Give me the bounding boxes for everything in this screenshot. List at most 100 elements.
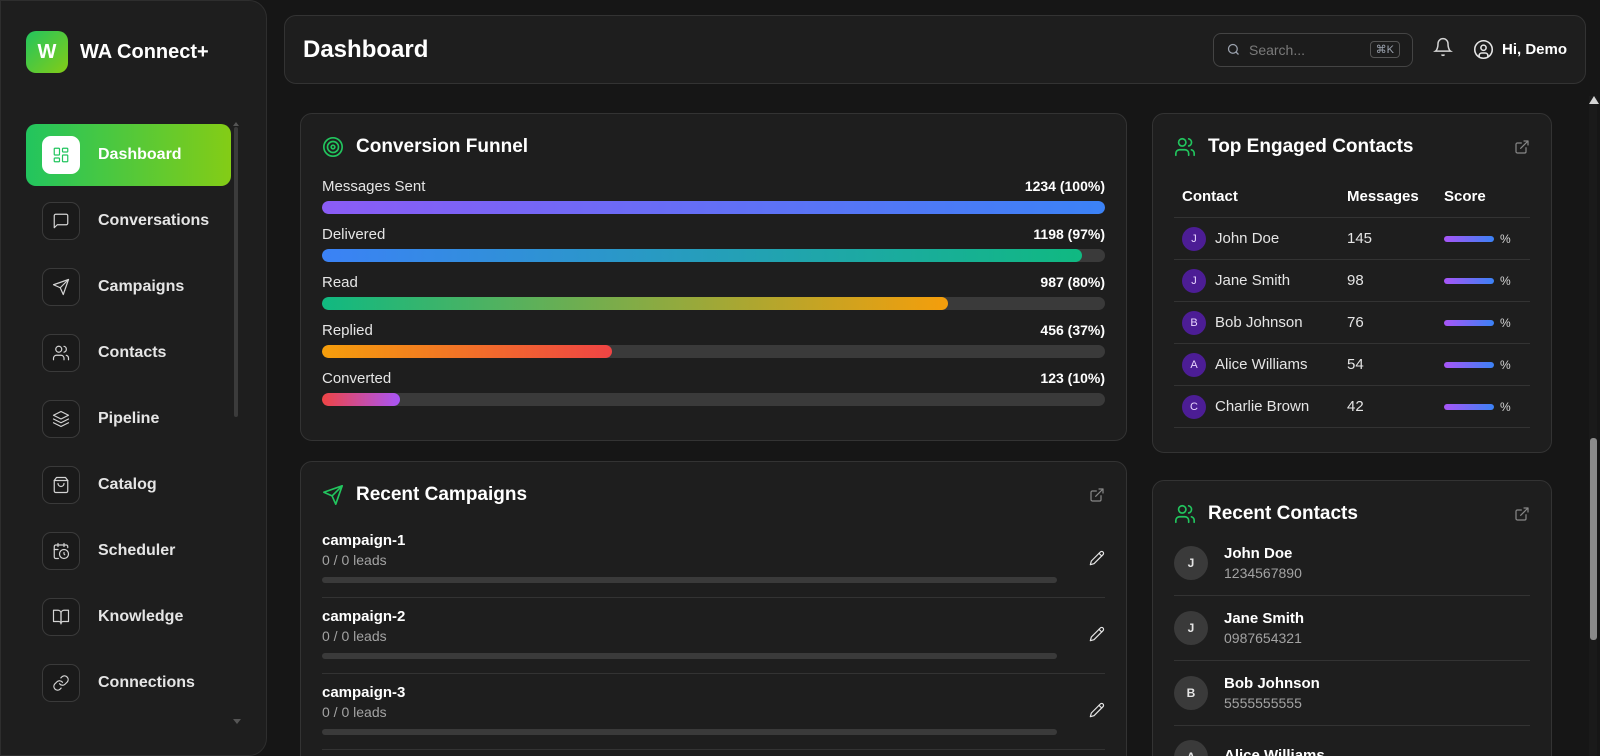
table-row[interactable]: A Alice Williams 54 % (1174, 343, 1530, 386)
user-menu[interactable]: Hi, Demo (1473, 39, 1567, 60)
table-header-row: Contact Messages Score (1174, 180, 1530, 218)
contact-info: John Doe 1234567890 (1224, 545, 1302, 581)
edit-icon[interactable] (1071, 550, 1105, 566)
list-item[interactable]: campaign-3 0 / 0 leads (322, 674, 1105, 750)
avatar: J (1174, 611, 1208, 645)
sidebar-item-contacts[interactable]: Contacts (26, 322, 231, 384)
calendar-clock-icon (42, 532, 80, 570)
funnel-row: Delivered 1198 (97%) (322, 226, 1105, 262)
sidebar-item-catalog[interactable]: Catalog (26, 454, 231, 516)
card-title: Recent Contacts (1208, 503, 1358, 524)
book-icon (42, 598, 80, 636)
external-link-icon[interactable] (1514, 506, 1530, 522)
score-value: % (1500, 357, 1511, 372)
campaign-leads: 0 / 0 leads (322, 552, 387, 568)
contact-cell: C Charlie Brown (1182, 394, 1331, 419)
contact-name: Alice Williams (1215, 356, 1308, 373)
page-scrollbar-track[interactable] (1589, 96, 1597, 756)
search-input[interactable]: Search... ⌘K (1212, 32, 1413, 67)
search-shortcut: ⌘K (1369, 41, 1400, 58)
funnel-labels: Read 987 (80%) (322, 274, 1105, 291)
score-cell: % (1444, 232, 1522, 246)
funnel-track (322, 201, 1105, 214)
contact-cell: B Bob Johnson (1182, 310, 1331, 335)
external-link-icon[interactable] (1089, 487, 1105, 503)
funnel-row: Messages Sent 1234 (100%) (322, 178, 1105, 214)
sidebar-item-dashboard[interactable]: Dashboard (26, 124, 231, 186)
campaign-list: campaign-1 0 / 0 leads campaign-2 0 / 0 … (322, 522, 1105, 750)
sidebar-item-campaigns[interactable]: Campaigns (26, 256, 231, 318)
contact-name: Jane Smith (1224, 610, 1305, 627)
funnel-stage-label: Delivered (322, 226, 386, 243)
sidebar-item-pipeline[interactable]: Pipeline (26, 388, 231, 450)
list-item[interactable]: campaign-2 0 / 0 leads (322, 598, 1105, 674)
score-value: % (1500, 273, 1511, 288)
sidebar: W WA Connect+ Dashboard Conversations Ca… (0, 0, 267, 756)
sidebar-scrollbar[interactable] (234, 127, 238, 417)
message-count: 98 (1339, 259, 1436, 302)
recent-contacts-card: Recent Contacts J John Doe 1234567890 J … (1152, 480, 1552, 756)
sidebar-scroll-up-arrow[interactable] (233, 122, 239, 126)
brand[interactable]: W WA Connect+ (26, 31, 209, 73)
table-row[interactable]: J John Doe 145 % (1174, 217, 1530, 260)
contact-info: Jane Smith 0987654321 (1224, 610, 1304, 646)
edit-icon[interactable] (1071, 702, 1105, 718)
contact-name: Bob Johnson (1224, 675, 1320, 692)
list-item[interactable]: B Bob Johnson 5555555555 (1174, 669, 1530, 726)
table-row[interactable]: C Charlie Brown 42 % (1174, 385, 1530, 428)
message-count: 54 (1339, 343, 1436, 386)
contact-name: Jane Smith (1215, 272, 1291, 289)
sidebar-item-label: Knowledge (98, 608, 184, 625)
table-row[interactable]: B Bob Johnson 76 % (1174, 301, 1530, 344)
contact-name: Bob Johnson (1215, 314, 1303, 331)
users-icon (1175, 504, 1195, 524)
contact-cell: A Alice Williams (1182, 352, 1331, 377)
column-header: Score (1436, 180, 1530, 218)
brand-name: WA Connect+ (80, 40, 209, 63)
sidebar-scroll-down-arrow[interactable] (233, 719, 241, 724)
funnel-stage-label: Replied (322, 322, 373, 339)
page-scrollbar-thumb[interactable] (1590, 438, 1597, 640)
card-title: Recent Campaigns (356, 484, 528, 505)
contact-name: Alice Williams (1224, 747, 1325, 756)
page-scroll-up-arrow[interactable] (1589, 96, 1599, 104)
list-item[interactable]: A Alice Williams (1174, 734, 1530, 756)
funnel-stage-label: Converted (322, 370, 392, 387)
campaign-progress-bar (322, 577, 1057, 583)
avatar: J (1182, 268, 1206, 293)
list-item[interactable]: campaign-1 0 / 0 leads (322, 522, 1105, 598)
funnel-track (322, 249, 1105, 262)
list-item[interactable]: J Jane Smith 0987654321 (1174, 604, 1530, 661)
sidebar-item-label: Pipeline (98, 410, 160, 427)
header-actions: Search... ⌘K Hi, Demo (1212, 32, 1567, 67)
card-header: Recent Contacts (1174, 503, 1530, 525)
message-count: 76 (1339, 301, 1436, 344)
funnel-stage-label: Messages Sent (322, 178, 426, 195)
contact-phone: 0987654321 (1224, 630, 1302, 646)
bell-icon[interactable] (1433, 37, 1453, 62)
list-item[interactable]: J John Doe 1234567890 (1174, 539, 1530, 596)
sidebar-item-connections[interactable]: Connections (26, 652, 231, 714)
score-cell: % (1444, 316, 1522, 330)
sidebar-item-scheduler[interactable]: Scheduler (26, 520, 231, 582)
edit-icon[interactable] (1071, 626, 1105, 642)
link-icon (42, 664, 80, 702)
layers-icon (42, 400, 80, 438)
sidebar-item-conversations[interactable]: Conversations (26, 190, 231, 252)
contact-cell: J John Doe (1182, 226, 1331, 251)
score-bar (1444, 403, 1494, 410)
card-header: Conversion Funnel (322, 136, 1105, 158)
shopping-bag-icon (42, 466, 80, 504)
campaign-info: campaign-1 0 / 0 leads (322, 532, 1071, 583)
external-link-icon[interactable] (1514, 139, 1530, 155)
message-count: 42 (1339, 385, 1436, 428)
campaign-name: campaign-3 (322, 684, 406, 701)
card-header: Top Engaged Contacts (1174, 136, 1530, 158)
contact-name: John Doe (1215, 230, 1280, 247)
message-count: 145 (1339, 217, 1436, 260)
sidebar-item-knowledge[interactable]: Knowledge (26, 586, 231, 648)
score-value: % (1500, 315, 1511, 330)
funnel-fill (322, 297, 949, 310)
table-row[interactable]: J Jane Smith 98 % (1174, 259, 1530, 302)
avatar: A (1182, 352, 1206, 377)
